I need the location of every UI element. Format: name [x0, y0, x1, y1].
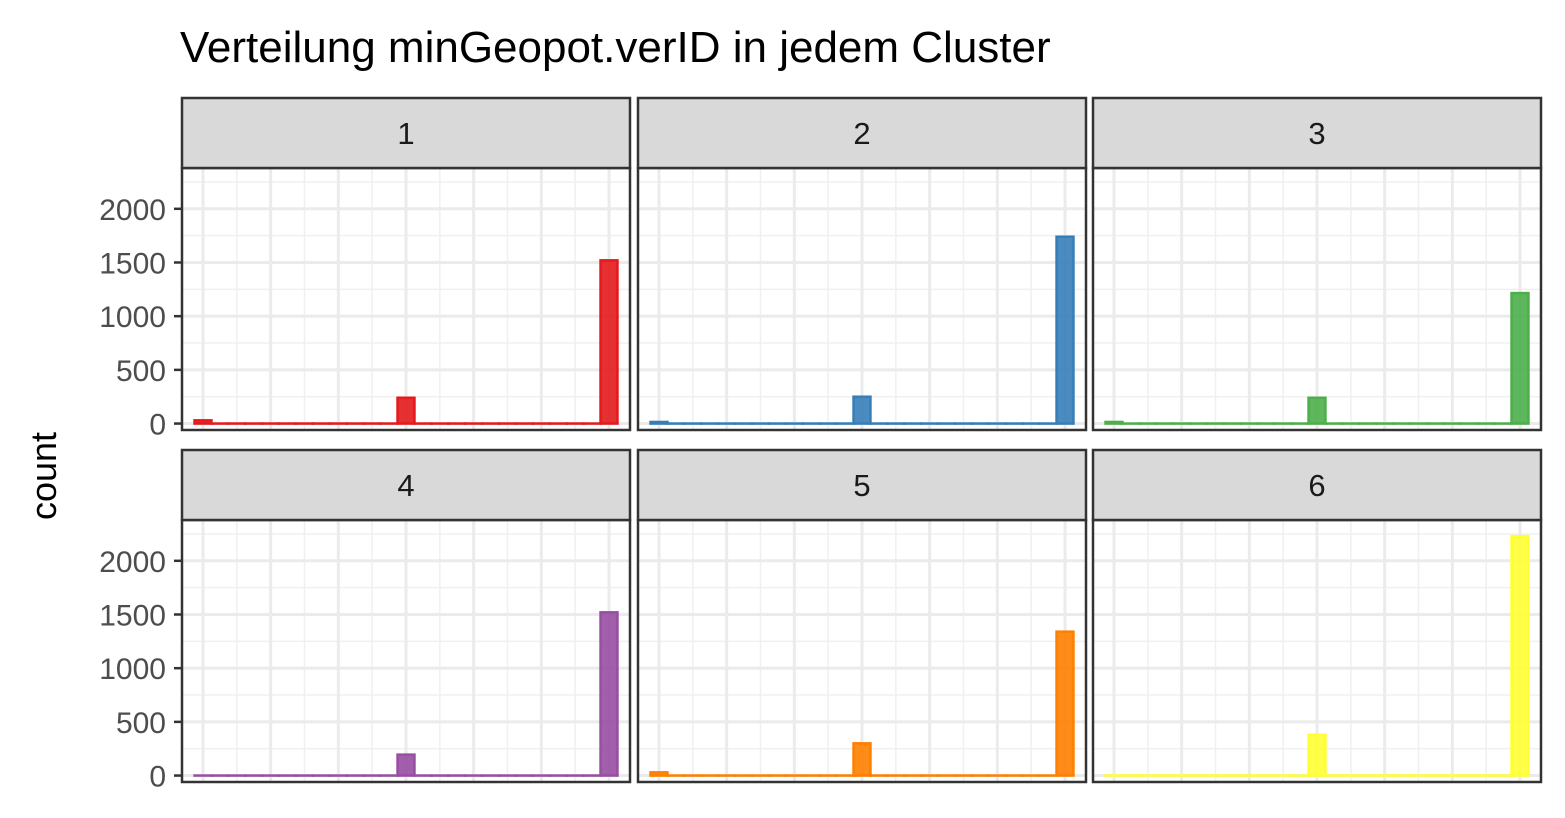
histogram-bar — [649, 420, 669, 425]
y-tick-label: 1000 — [99, 301, 166, 334]
facet-panel-6: 6 — [1091, 448, 1543, 784]
y-tick-label: 1000 — [99, 653, 166, 686]
facet-strip-label: 6 — [1308, 468, 1325, 503]
facet-strip — [636, 96, 1088, 170]
y-tick-label: 0 — [149, 761, 166, 794]
facet-panels: 1 0 500 1000 1500 2000 2 3 4 0 500 1000 1500 2000 5 6 — [99, 96, 1543, 794]
facet-strip — [1091, 96, 1543, 170]
facet-strip-label: 1 — [397, 116, 414, 151]
histogram-bar — [1510, 534, 1530, 777]
facet-panel-5: 5 — [636, 448, 1088, 784]
y-tick-label: 0 — [149, 409, 166, 442]
facet-strip — [180, 448, 632, 522]
chart-title: Verteilung minGeopot.verID in jedem Clus… — [180, 23, 1051, 72]
histogram-bar — [1055, 630, 1075, 777]
histogram-bar — [396, 753, 416, 777]
y-tick-label: 2000 — [99, 546, 166, 579]
histogram-bar — [1307, 733, 1327, 777]
histogram-bar — [852, 742, 872, 777]
facet-strip-label: 2 — [853, 116, 870, 151]
facet-panel-2: 2 — [636, 96, 1088, 432]
facet-panel-3: 3 — [1091, 96, 1543, 432]
y-tick-label: 500 — [116, 355, 166, 388]
facet-strip-label: 3 — [1308, 116, 1325, 151]
facet-strip — [1091, 448, 1543, 522]
facet-panel-4: 4 0 500 1000 1500 2000 — [99, 448, 632, 794]
histogram-bar — [193, 419, 213, 425]
facet-strip — [636, 448, 1088, 522]
y-tick-label: 500 — [116, 707, 166, 740]
histogram-bar — [1307, 396, 1327, 425]
facet-strip-label: 4 — [397, 468, 414, 503]
histogram-bar — [599, 611, 619, 777]
facet-strip — [180, 96, 632, 170]
y-tick-label: 1500 — [99, 247, 166, 280]
histogram-bar — [1055, 235, 1075, 425]
facet-panel-1: 1 0 500 1000 1500 2000 — [99, 96, 632, 442]
histogram-bar — [1104, 420, 1124, 425]
histogram-bar — [649, 771, 669, 777]
histogram-bar — [396, 396, 416, 425]
histogram-bar — [852, 395, 872, 425]
y-axis-label: count — [23, 432, 64, 520]
facet-strip-label: 5 — [853, 468, 870, 503]
y-tick-label: 1500 — [99, 599, 166, 632]
y-tick-label: 2000 — [99, 194, 166, 227]
histogram-bar — [599, 259, 619, 425]
histogram-bar — [1510, 291, 1530, 425]
